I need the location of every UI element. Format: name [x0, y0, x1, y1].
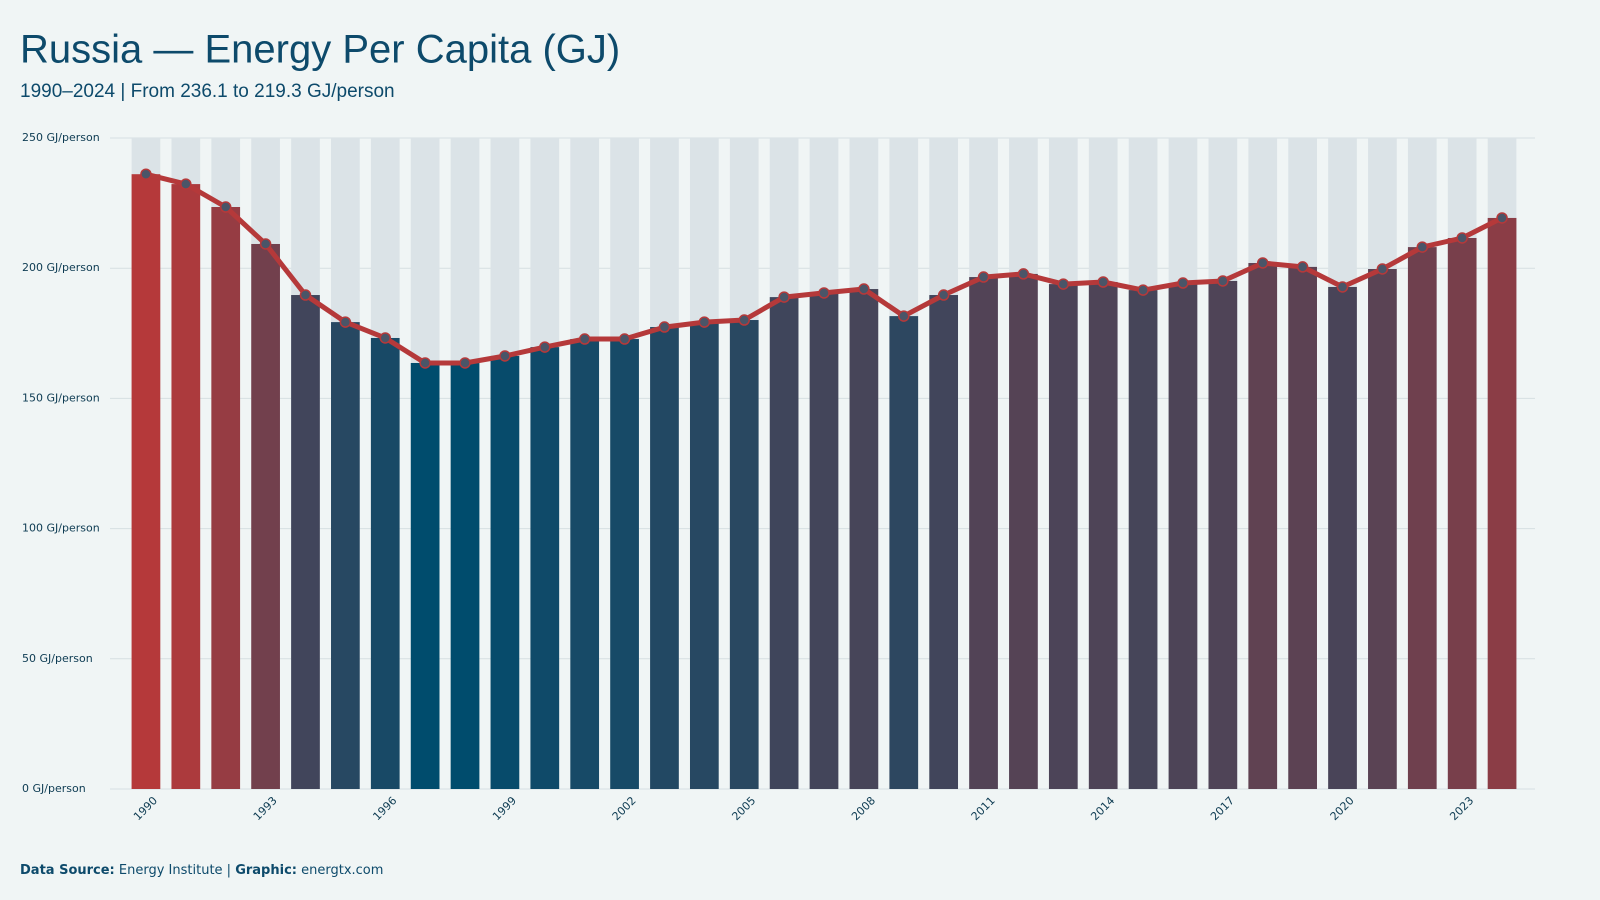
- marker: [858, 283, 870, 295]
- bar: [1048, 284, 1078, 789]
- marker: [140, 168, 152, 180]
- marker: [1256, 257, 1269, 269]
- source-label: Data Source:: [20, 863, 115, 878]
- bar: [291, 295, 320, 789]
- bar: [650, 327, 679, 789]
- bar: [251, 243, 280, 790]
- bar: [1328, 286, 1357, 789]
- bar: [929, 295, 959, 789]
- marker: [578, 333, 591, 345]
- bar: [530, 347, 560, 789]
- chart-title: Russia — Energy Per Capita (GJ): [20, 28, 620, 72]
- marker: [1057, 278, 1070, 290]
- marker: [1017, 268, 1030, 280]
- bar: [570, 339, 600, 789]
- bar: [729, 320, 759, 789]
- y-tick-label: 250 GJ/person: [22, 131, 100, 144]
- bar: [769, 297, 799, 789]
- marker: [1177, 277, 1189, 289]
- bar: [889, 316, 919, 789]
- bar: [1088, 282, 1118, 789]
- bar: [1487, 217, 1517, 789]
- marker: [738, 314, 750, 326]
- graphic: energtx.com: [301, 863, 383, 878]
- y-tick-label: 100 GJ/person: [22, 522, 100, 535]
- bar: [1288, 266, 1317, 789]
- marker: [1416, 241, 1429, 253]
- bar: [370, 337, 400, 789]
- marker: [698, 316, 711, 328]
- marker: [618, 333, 631, 345]
- marker: [937, 289, 950, 301]
- marker: [1456, 232, 1468, 244]
- bar: [969, 277, 998, 789]
- bar: [1248, 262, 1278, 789]
- bar: [490, 355, 520, 789]
- plot: 0 GJ/person 50 GJ/person 100 GJ/person 150 …: [22, 131, 1535, 823]
- marker: [1336, 281, 1349, 293]
- marker: [1097, 276, 1109, 288]
- bar: [809, 292, 839, 789]
- bar: [1168, 283, 1198, 789]
- bar: [1128, 290, 1158, 789]
- bar: [331, 322, 360, 789]
- bar: [171, 184, 201, 789]
- bar: [849, 289, 879, 789]
- marker: [379, 332, 392, 344]
- bar: [689, 322, 719, 789]
- marker: [778, 291, 790, 303]
- bar: [1447, 237, 1477, 790]
- marker: [1296, 261, 1309, 273]
- source: Energy Institute |: [119, 863, 231, 878]
- bar: [211, 207, 241, 790]
- marker: [299, 289, 312, 301]
- marker: [1217, 275, 1229, 287]
- y-tick-label: 50 GJ/person: [22, 652, 93, 665]
- marker: [1137, 284, 1149, 296]
- y-tick-label: 150 GJ/person: [22, 391, 100, 404]
- bar: [1368, 268, 1397, 789]
- marker: [459, 357, 471, 369]
- bar: [1009, 273, 1038, 789]
- bar: [1208, 280, 1238, 789]
- marker: [658, 321, 671, 333]
- y-tick-label: 0 GJ/person: [22, 782, 86, 795]
- marker: [898, 310, 910, 322]
- chart-subtitle: 1990–2024 | From 236.1 to 219.3 GJ/perso…: [20, 81, 395, 102]
- bar: [410, 362, 440, 789]
- marker: [419, 357, 431, 369]
- graphic-label: Graphic:: [235, 863, 297, 878]
- marker: [818, 287, 830, 299]
- bar: [131, 174, 161, 789]
- marker: [1376, 263, 1389, 275]
- marker: [539, 341, 551, 353]
- marker: [1496, 212, 1508, 224]
- marker: [259, 238, 272, 250]
- marker: [499, 350, 511, 362]
- footer: Data Source: Energy Institute | Graphic:…: [20, 863, 383, 878]
- bar: [610, 339, 639, 789]
- marker: [180, 178, 192, 190]
- marker: [977, 271, 990, 283]
- marker: [219, 201, 232, 213]
- bar: [1407, 247, 1437, 789]
- y-tick-label: 200 GJ/person: [22, 261, 100, 274]
- marker: [339, 316, 352, 328]
- bar: [450, 362, 480, 789]
